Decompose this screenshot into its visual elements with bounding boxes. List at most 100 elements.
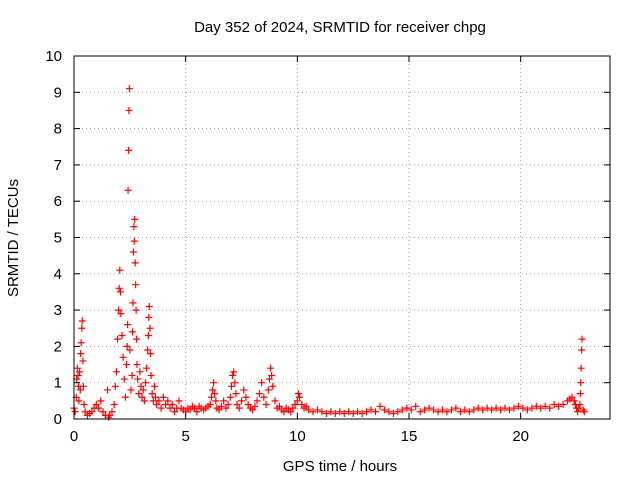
data-point bbox=[105, 413, 113, 421]
data-point bbox=[578, 346, 586, 354]
data-point bbox=[421, 406, 429, 414]
data-point bbox=[412, 402, 420, 410]
data-point bbox=[380, 406, 388, 414]
data-point bbox=[95, 404, 103, 412]
data-point bbox=[340, 410, 348, 418]
data-point bbox=[71, 408, 79, 416]
data-point bbox=[226, 393, 234, 401]
y-tick-label: 8 bbox=[54, 121, 62, 138]
data-point bbox=[253, 397, 261, 405]
data-point bbox=[309, 408, 317, 416]
data-point bbox=[115, 284, 123, 292]
data-point bbox=[385, 408, 393, 416]
data-point bbox=[302, 402, 310, 410]
data-point bbox=[122, 361, 130, 369]
data-point bbox=[293, 397, 301, 405]
data-point bbox=[235, 404, 243, 412]
data-point bbox=[506, 406, 513, 414]
data-point bbox=[465, 408, 473, 416]
data-point bbox=[456, 408, 464, 416]
data-point bbox=[75, 397, 83, 405]
data-point bbox=[80, 400, 88, 408]
data-point bbox=[322, 410, 330, 418]
data-point bbox=[136, 368, 144, 376]
data-point bbox=[576, 400, 584, 408]
data-point bbox=[425, 404, 433, 412]
data-point bbox=[231, 379, 239, 387]
data-point bbox=[287, 408, 295, 416]
data-point bbox=[255, 390, 263, 398]
data-point bbox=[376, 402, 384, 410]
data-point bbox=[289, 404, 297, 412]
data-point bbox=[132, 281, 140, 289]
y-tick-label: 9 bbox=[54, 84, 62, 101]
data-point bbox=[291, 400, 299, 408]
data-point bbox=[78, 317, 86, 325]
y-tick-label: 5 bbox=[54, 230, 62, 247]
data-point bbox=[349, 410, 357, 418]
data-point bbox=[88, 408, 96, 416]
x-tick-label: 10 bbox=[289, 428, 306, 445]
data-point bbox=[116, 288, 124, 296]
data-point bbox=[144, 346, 152, 354]
data-point bbox=[147, 371, 155, 379]
data-point bbox=[208, 386, 216, 394]
data-point bbox=[497, 406, 505, 414]
data-point bbox=[559, 400, 567, 408]
data-point bbox=[104, 386, 111, 394]
data-point bbox=[166, 404, 174, 412]
data-point bbox=[133, 335, 141, 343]
data-point bbox=[155, 397, 163, 405]
data-point bbox=[114, 335, 122, 343]
data-point bbox=[331, 410, 339, 418]
data-point bbox=[519, 404, 527, 412]
x-tick-labels: 0 5 10 15 20 bbox=[70, 428, 529, 445]
data-point bbox=[81, 408, 89, 416]
data-point bbox=[298, 400, 306, 408]
data-point bbox=[258, 379, 266, 387]
x-tick-label: 0 bbox=[70, 428, 78, 445]
data-point bbox=[128, 371, 136, 379]
data-point bbox=[79, 357, 87, 365]
data-point bbox=[130, 237, 138, 245]
y-tick-label: 6 bbox=[54, 193, 62, 210]
data-point bbox=[106, 411, 114, 419]
data-point bbox=[119, 353, 127, 361]
data-point bbox=[345, 408, 353, 416]
data-point bbox=[488, 406, 496, 414]
data-point bbox=[296, 393, 304, 401]
data-point bbox=[127, 386, 135, 394]
data-point bbox=[294, 390, 302, 398]
data-point bbox=[262, 400, 270, 408]
data-point bbox=[232, 390, 240, 398]
data-point bbox=[313, 406, 321, 414]
data-point bbox=[124, 321, 132, 329]
data-point bbox=[97, 397, 105, 405]
data-point bbox=[576, 390, 584, 398]
data-point bbox=[133, 361, 141, 369]
data-point bbox=[532, 402, 540, 410]
data-point bbox=[403, 404, 411, 412]
chart-title: Day 352 of 2024, SRMTID for receiver chp… bbox=[194, 19, 486, 36]
data-point bbox=[363, 408, 371, 416]
data-point bbox=[470, 406, 478, 414]
data-point bbox=[168, 400, 176, 408]
data-point bbox=[280, 408, 288, 416]
data-point bbox=[135, 390, 143, 398]
data-point bbox=[238, 397, 245, 405]
data-point bbox=[220, 397, 228, 405]
data-point bbox=[145, 302, 153, 310]
data-point bbox=[577, 379, 585, 387]
data-point bbox=[175, 397, 183, 405]
data-point bbox=[268, 371, 276, 379]
data-point bbox=[217, 402, 225, 410]
data-point bbox=[550, 400, 558, 408]
data-point bbox=[124, 146, 132, 154]
data-point bbox=[129, 328, 137, 336]
data-point bbox=[372, 408, 379, 416]
data-point bbox=[110, 400, 118, 408]
data-point bbox=[574, 408, 582, 416]
data-point bbox=[124, 186, 132, 194]
data-point bbox=[129, 248, 137, 256]
